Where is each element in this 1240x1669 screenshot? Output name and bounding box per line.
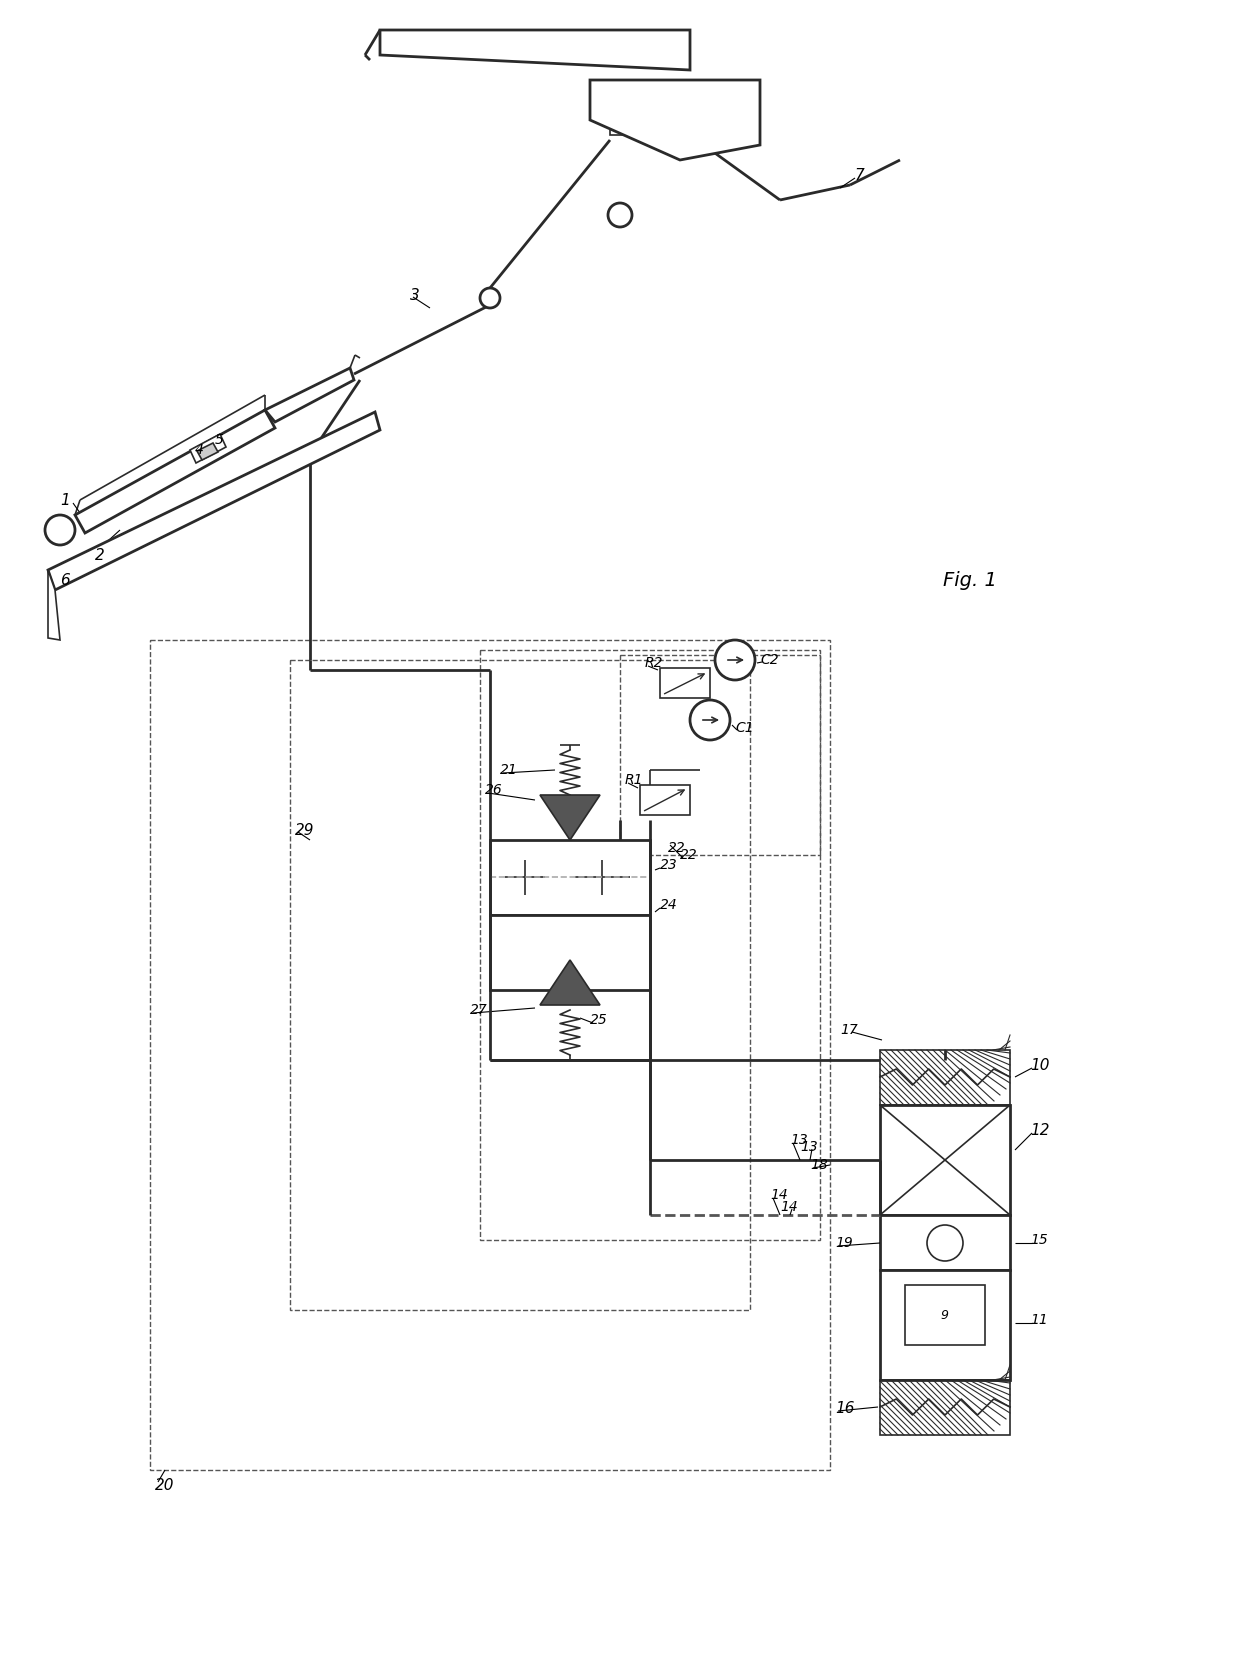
- Text: 14: 14: [770, 1188, 787, 1202]
- Bar: [905, 1285, 985, 1345]
- Circle shape: [608, 204, 632, 227]
- Bar: [490, 915, 650, 990]
- Text: 22: 22: [680, 848, 698, 861]
- Polygon shape: [265, 367, 353, 422]
- Polygon shape: [48, 412, 379, 591]
- Polygon shape: [590, 80, 760, 160]
- Bar: [480, 649, 820, 1240]
- Text: 7: 7: [856, 167, 864, 182]
- Bar: [880, 1105, 1011, 1215]
- Circle shape: [928, 1225, 963, 1262]
- Text: 22: 22: [668, 841, 686, 855]
- Text: 24: 24: [660, 898, 678, 911]
- Text: 11: 11: [1030, 1314, 1048, 1327]
- Polygon shape: [539, 794, 600, 840]
- Text: 16: 16: [835, 1400, 854, 1415]
- Bar: [610, 90, 689, 135]
- Polygon shape: [197, 442, 218, 461]
- Polygon shape: [539, 960, 600, 1005]
- Polygon shape: [48, 571, 60, 639]
- Text: 15: 15: [1030, 1233, 1048, 1247]
- Polygon shape: [190, 434, 226, 462]
- Text: 3: 3: [410, 287, 420, 302]
- Text: 1: 1: [60, 492, 69, 507]
- Text: R1: R1: [625, 773, 644, 788]
- Bar: [660, 668, 711, 698]
- Text: 14: 14: [780, 1200, 797, 1213]
- Text: 20: 20: [155, 1477, 175, 1492]
- Bar: [880, 1050, 1011, 1105]
- Text: 26: 26: [485, 783, 502, 798]
- Text: 13: 13: [800, 1140, 817, 1153]
- Text: 4: 4: [195, 442, 203, 457]
- Text: 29: 29: [295, 823, 315, 838]
- Circle shape: [689, 699, 730, 739]
- Bar: [880, 1270, 1011, 1380]
- Text: R2: R2: [645, 656, 663, 669]
- Circle shape: [715, 639, 755, 679]
- Text: 6: 6: [60, 572, 69, 587]
- Text: 5: 5: [215, 432, 224, 447]
- Text: C2: C2: [760, 653, 779, 668]
- Text: 17: 17: [839, 1023, 858, 1036]
- Bar: [880, 1215, 1011, 1270]
- Bar: [490, 840, 650, 915]
- Text: C1: C1: [735, 721, 754, 734]
- Bar: [150, 639, 830, 1470]
- Circle shape: [45, 516, 74, 546]
- Polygon shape: [74, 411, 275, 532]
- Text: 9: 9: [940, 1308, 949, 1322]
- Bar: [290, 659, 750, 1310]
- Text: 12: 12: [1030, 1123, 1049, 1138]
- Text: 27: 27: [470, 1003, 487, 1016]
- Bar: [880, 1380, 1011, 1435]
- Text: 23: 23: [660, 858, 678, 871]
- Bar: [620, 654, 820, 855]
- Bar: [640, 784, 689, 814]
- Text: 10: 10: [1030, 1058, 1049, 1073]
- Text: 21: 21: [500, 763, 518, 778]
- Text: Fig. 1: Fig. 1: [944, 571, 997, 589]
- Text: 25: 25: [590, 1013, 608, 1026]
- Text: 13: 13: [790, 1133, 807, 1147]
- Text: 2: 2: [95, 547, 104, 562]
- Circle shape: [653, 93, 677, 117]
- Text: 18: 18: [810, 1158, 828, 1172]
- Text: 19: 19: [835, 1237, 853, 1250]
- Circle shape: [480, 289, 500, 309]
